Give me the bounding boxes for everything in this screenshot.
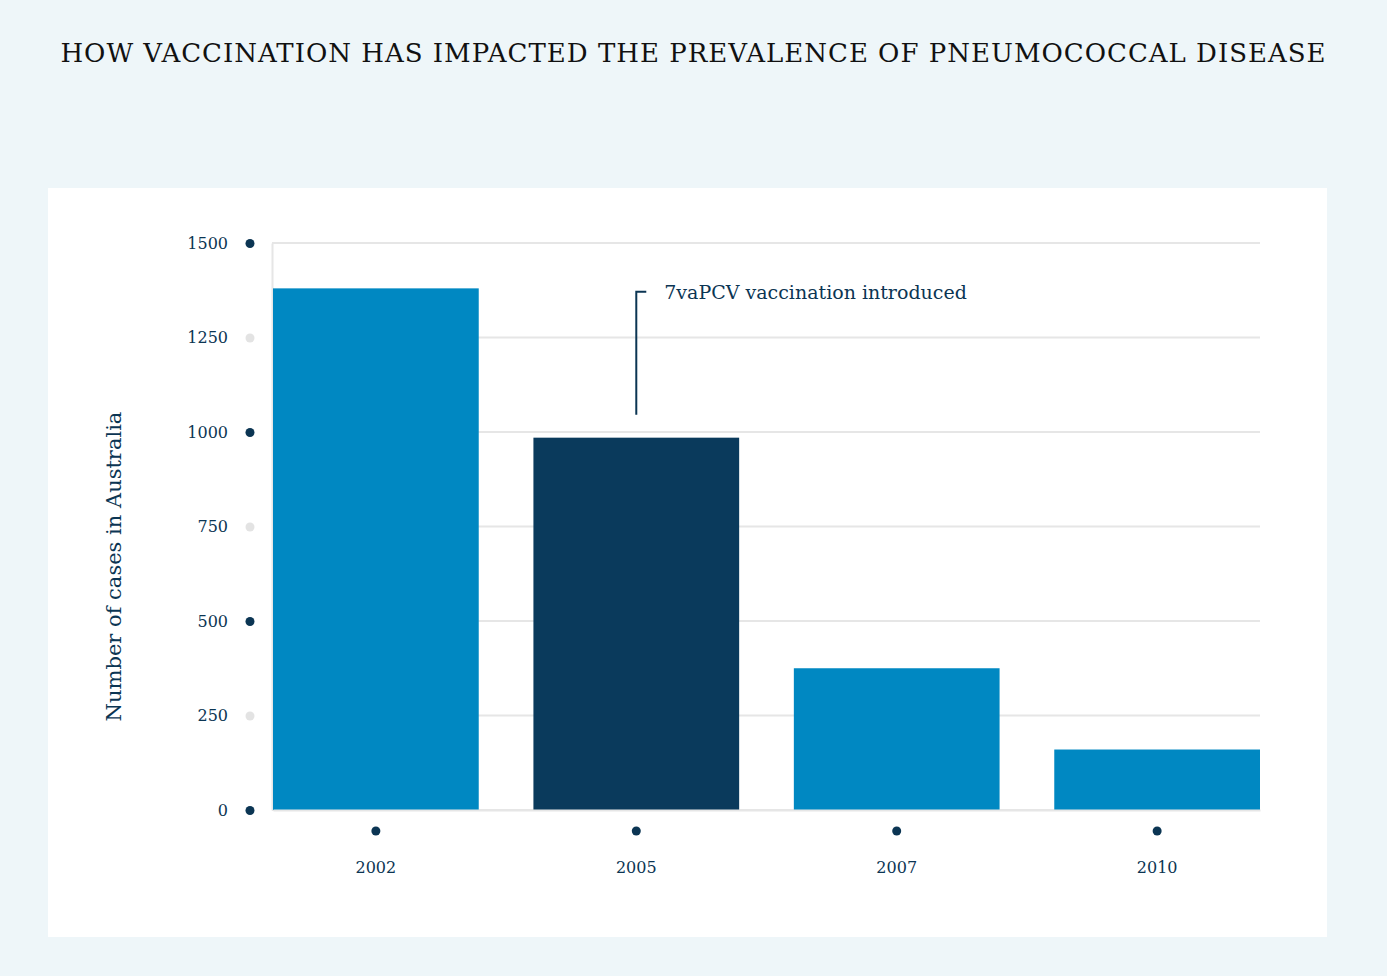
title: HOW VACCINATION HAS IMPACTED THE PREVALE… <box>60 38 1326 68</box>
x-axis: 2002 2005 2007 2010 <box>274 811 1261 878</box>
annotations: 7vaPCV vaccination introduced <box>636 281 967 415</box>
x-tick: 2010 <box>1137 827 1178 878</box>
y-tick: 1500 <box>187 234 254 253</box>
y-tick-label: 1500 <box>187 234 228 253</box>
y-tick-label: 250 <box>197 706 228 725</box>
bar <box>533 438 739 810</box>
y-tick-mark <box>246 334 255 343</box>
x-tick-label: 2005 <box>616 858 657 877</box>
grid <box>272 243 1260 810</box>
y-tick-label: 500 <box>197 612 228 631</box>
x-tick: 2007 <box>876 827 917 878</box>
annotation-leader <box>636 292 646 415</box>
panel <box>48 188 1327 937</box>
x-tick-mark <box>632 827 641 836</box>
y-axis-title: Number of cases in Australia <box>102 412 126 722</box>
background <box>0 0 1387 976</box>
x-tick-mark <box>1153 827 1162 836</box>
grid-line <box>272 242 1260 244</box>
y-tick-label: 0 <box>218 801 228 820</box>
x-tick-mark <box>371 827 380 836</box>
annotation: 7vaPCV vaccination introduced <box>664 281 967 303</box>
x-tick-label: 2007 <box>876 858 917 877</box>
y-axis: 0 250 500 750 1000 1250 1500 <box>187 234 272 820</box>
y-tick: 1250 <box>187 328 254 347</box>
y-tick-mark <box>246 428 255 437</box>
x-tick: 2002 <box>356 827 397 878</box>
x-axis-line <box>274 810 1261 812</box>
chart: HOW VACCINATION HAS IMPACTED THE PREVALE… <box>0 0 1387 976</box>
y-tick-mark <box>246 617 255 626</box>
y-tick: 750 <box>197 517 254 536</box>
bar <box>273 288 479 810</box>
y-tick: 250 <box>197 706 254 725</box>
y-tick: 1000 <box>187 423 254 442</box>
bars <box>273 288 1260 810</box>
y-tick-mark <box>246 806 255 815</box>
x-tick-label: 2010 <box>1137 858 1178 877</box>
x-tick-mark <box>892 827 901 836</box>
y-tick-label: 1000 <box>187 423 228 442</box>
y-tick-mark <box>246 523 255 532</box>
y-tick-label: 750 <box>197 517 228 536</box>
bar <box>1054 750 1260 810</box>
y-tick-label: 1250 <box>187 328 228 347</box>
x-tick: 2005 <box>616 827 657 878</box>
bar <box>794 668 1000 810</box>
y-tick-mark <box>246 239 255 248</box>
y-tick-mark <box>246 712 255 721</box>
x-tick-label: 2002 <box>356 858 397 877</box>
y-tick: 0 <box>218 801 255 820</box>
y-tick: 500 <box>197 612 254 631</box>
